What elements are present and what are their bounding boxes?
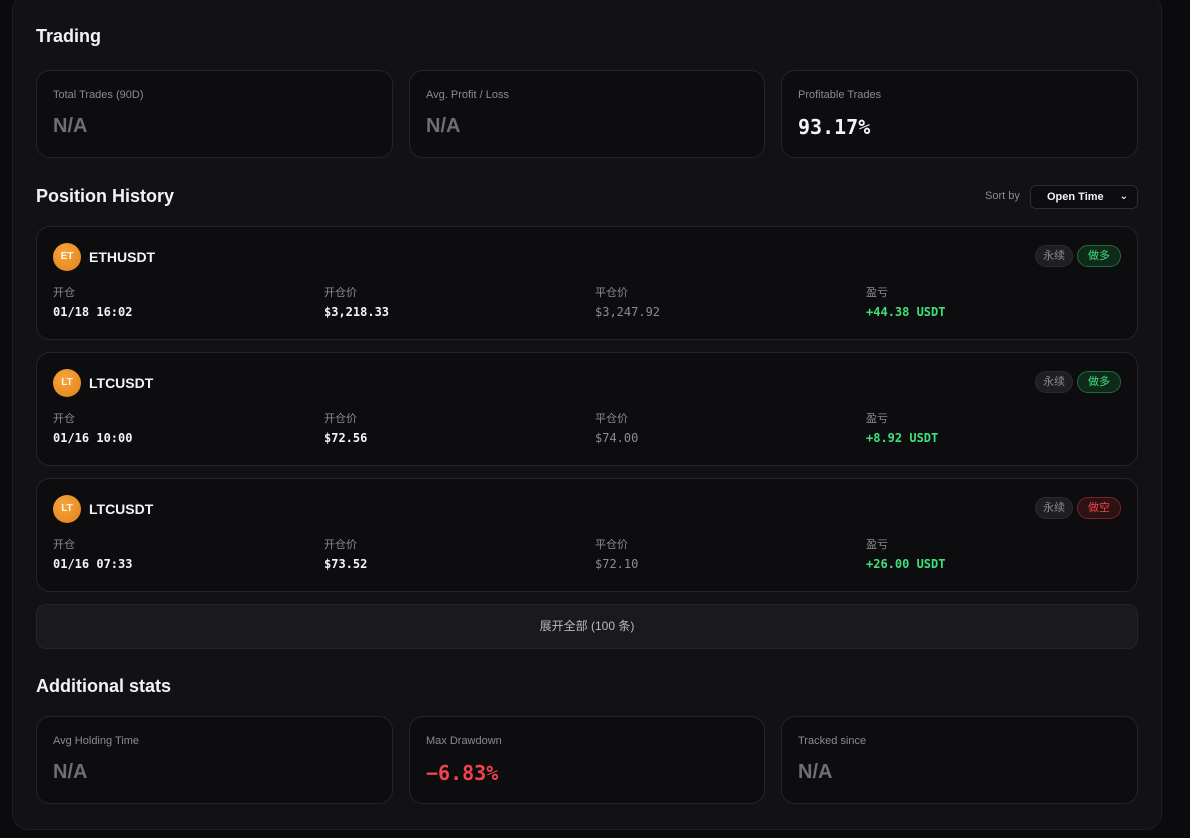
perpetual-badge: 永续 xyxy=(1035,371,1073,393)
close-price-label: 平仓价 xyxy=(595,287,628,299)
close-price-label: 平仓价 xyxy=(595,413,628,425)
open-price-value: $73.52 xyxy=(324,557,368,571)
position-history-title: Position History xyxy=(36,186,175,206)
open-time-value: 01/18 16:02 xyxy=(53,305,133,319)
stat-value: N/A xyxy=(53,761,88,783)
coin-icon: ET xyxy=(53,243,81,271)
sort-select[interactable]: Open Time ⌄ xyxy=(1030,185,1138,209)
stat-value: N/A xyxy=(53,115,88,137)
stat-card-avg-holding-time: Avg Holding Time N/A xyxy=(36,716,393,804)
pnl-label: 盈亏 xyxy=(866,287,888,299)
close-price-label: 平仓价 xyxy=(595,539,628,551)
pnl-value: +8.92 USDT xyxy=(866,431,939,445)
stat-value: N/A xyxy=(426,115,461,137)
open-price-label: 开仓价 xyxy=(324,539,357,551)
stat-label: Avg Holding Time xyxy=(53,735,140,747)
stat-card-tracked-since: Tracked since N/A xyxy=(781,716,1138,804)
side-badge: 做多 xyxy=(1077,371,1121,393)
open-price-value: $72.56 xyxy=(324,431,368,445)
stat-label: Avg. Profit / Loss xyxy=(426,89,509,101)
close-price-value: $74.00 xyxy=(595,431,639,445)
stat-label: Max Drawdown xyxy=(426,735,502,747)
open-time-label: 开仓 xyxy=(53,539,75,551)
open-time-value: 01/16 07:33 xyxy=(53,557,133,571)
pnl-value: +26.00 USDT xyxy=(866,557,946,571)
side-badge: 做多 xyxy=(1077,245,1121,267)
coin-icon: LT xyxy=(53,495,81,523)
stat-value: N/A xyxy=(798,761,833,783)
pnl-value: +44.38 USDT xyxy=(866,305,946,319)
trading-title: Trading xyxy=(36,26,102,46)
stat-card-max-drawdown: Max Drawdown −6.83% xyxy=(409,716,765,804)
position-symbol: LTCUSDT xyxy=(89,375,154,391)
position-symbol: LTCUSDT xyxy=(89,501,154,517)
open-time-value: 01/16 10:00 xyxy=(53,431,133,445)
position-card[interactable]: ET ETHUSDT 永续 做多 开仓 开仓价 平仓价 盈亏 01/18 16:… xyxy=(36,226,1138,340)
position-card[interactable]: LT LTCUSDT 永续 做多 开仓 开仓价 平仓价 盈亏 01/16 10:… xyxy=(36,352,1138,466)
side-badge: 做空 xyxy=(1077,497,1121,519)
stat-label: Total Trades (90D) xyxy=(53,89,144,101)
close-price-value: $72.10 xyxy=(595,557,639,571)
stat-value: 93.17% xyxy=(798,115,871,139)
position-card[interactable]: LT LTCUSDT 永续 做空 开仓 开仓价 平仓价 盈亏 01/16 07:… xyxy=(36,478,1138,592)
expand-all-button[interactable]: 展开全部 (100 条) xyxy=(36,604,1138,649)
additional-stats-title: Additional stats xyxy=(36,676,172,696)
perpetual-badge: 永续 xyxy=(1035,245,1073,267)
position-symbol: ETHUSDT xyxy=(89,249,156,265)
chevron-down-icon: ⌄ xyxy=(1119,191,1128,202)
perpetual-badge: 永续 xyxy=(1035,497,1073,519)
pnl-label: 盈亏 xyxy=(866,539,888,551)
stat-card-total-trades: Total Trades (90D) N/A xyxy=(36,70,393,158)
stat-value: −6.83% xyxy=(426,761,499,785)
open-price-label: 开仓价 xyxy=(324,413,357,425)
stat-label: Tracked since xyxy=(798,735,867,747)
sort-label: Sort by xyxy=(985,190,1020,202)
sort-select-value: Open Time xyxy=(1047,191,1104,203)
stat-card-avg-pnl: Avg. Profit / Loss N/A xyxy=(409,70,765,158)
stat-card-profitable-trades: Profitable Trades 93.17% xyxy=(781,70,1138,158)
open-price-value: $3,218.33 xyxy=(324,305,390,319)
close-price-value: $3,247.92 xyxy=(595,305,661,319)
open-time-label: 开仓 xyxy=(53,287,75,299)
pnl-label: 盈亏 xyxy=(866,413,888,425)
open-time-label: 开仓 xyxy=(53,413,75,425)
open-price-label: 开仓价 xyxy=(324,287,357,299)
stat-label: Profitable Trades xyxy=(798,89,882,101)
coin-icon: LT xyxy=(53,369,81,397)
